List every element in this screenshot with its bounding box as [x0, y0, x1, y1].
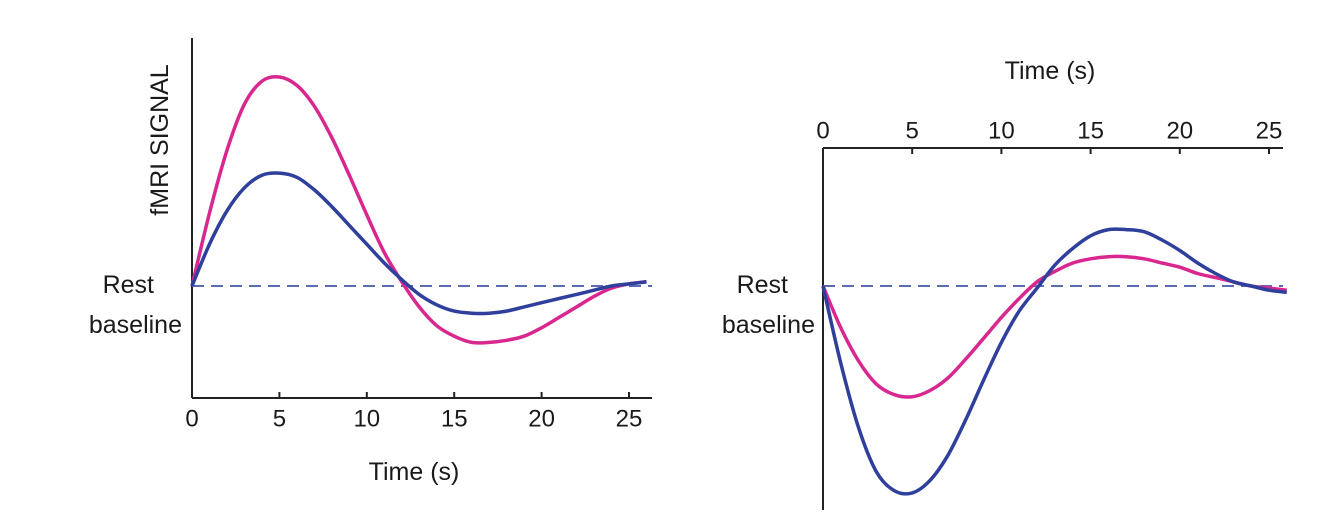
- left-x-axis-title: Time (s): [369, 458, 460, 486]
- right-x-tick-label: 0: [816, 117, 829, 144]
- left-chart: 0 5 10 15 20 25 Time (s) fMRI SIGNAL Rest bas…: [89, 38, 652, 486]
- left-x-tick-label: 5: [273, 405, 286, 432]
- right-x-tick-label: 5: [906, 117, 919, 144]
- right-blue-curve: [821, 227, 1288, 496]
- left-x-tick-label: 15: [441, 405, 468, 432]
- right-chart: 0 5 10 15 20 25 Time (s) Rest baseline: [722, 57, 1288, 510]
- right-magenta-curve: [821, 254, 1288, 399]
- right-x-tick-label: 25: [1256, 117, 1283, 144]
- right-x-tick-label: 15: [1077, 117, 1104, 144]
- left-x-tick-label: 20: [528, 405, 555, 432]
- left-y-axis-title: fMRI SIGNAL: [146, 64, 174, 216]
- left-x-tick-label: 0: [185, 405, 198, 432]
- right-baseline-label-line1: Rest: [737, 271, 788, 299]
- right-x-tick-label: 10: [988, 117, 1015, 144]
- left-baseline-label-line1: Rest: [103, 271, 154, 299]
- left-baseline-label-line2: baseline: [89, 311, 182, 339]
- left-x-tick-label: 25: [616, 405, 643, 432]
- right-x-tick-label: 20: [1166, 117, 1193, 144]
- right-baseline-label-line2: baseline: [722, 311, 815, 339]
- right-x-axis-title: Time (s): [1005, 57, 1096, 85]
- left-magenta-curve: [190, 74, 647, 345]
- left-blue-curve: [190, 171, 647, 316]
- left-x-tick-label: 10: [353, 405, 380, 432]
